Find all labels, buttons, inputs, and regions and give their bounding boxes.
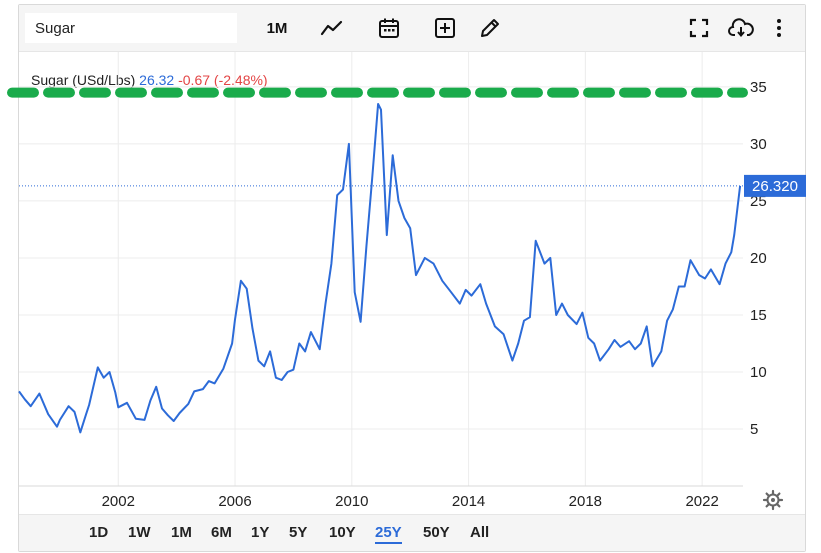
price-series-line — [18, 103, 742, 434]
x-tick-label: 2014 — [452, 493, 485, 510]
y-tick-label: 25 — [750, 193, 767, 210]
calendar-icon[interactable] — [374, 13, 404, 43]
y-tick-label: 35 — [750, 79, 767, 96]
range-button-1m[interactable]: 1M — [171, 524, 192, 541]
range-button-6m[interactable]: 6M — [211, 524, 232, 541]
last-price-tag-label: 26.320 — [752, 178, 798, 195]
settings-gear-icon[interactable] — [762, 489, 784, 511]
line-chart-icon[interactable] — [317, 13, 347, 43]
y-tick-label: 20 — [750, 250, 767, 267]
x-tick-label: 2006 — [218, 493, 251, 510]
fullscreen-icon[interactable] — [684, 13, 714, 43]
x-tick-label: 2018 — [569, 493, 602, 510]
y-tick-label: 15 — [750, 307, 767, 324]
add-indicator-icon[interactable] — [430, 13, 460, 43]
download-cloud-icon[interactable] — [726, 13, 756, 43]
range-button-1d[interactable]: 1D — [89, 524, 109, 541]
last-price-tag — [744, 174, 806, 197]
chart-toolbar: Sugar 1M — [19, 5, 805, 52]
range-button-5y[interactable]: 5Y — [289, 524, 308, 541]
range-button-1y[interactable]: 1Y — [251, 524, 270, 541]
y-tick-label: 30 — [750, 136, 767, 153]
range-selector: 1D 1W 1M 6M 1Y 5Y 10Y 25Y 50Y All — [19, 514, 805, 551]
series-legend: Sugar (USd/Lbs) 26.32 -0.67 (-2.48%) — [31, 72, 268, 88]
price-change: -0.67 (-2.48%) — [178, 72, 268, 88]
range-button-all[interactable]: All — [470, 524, 490, 541]
interval-button[interactable]: 1M — [266, 19, 288, 37]
range-button-50y[interactable]: 50Y — [423, 524, 450, 541]
last-price: 26.32 — [139, 72, 175, 88]
range-button-1w[interactable]: 1W — [128, 524, 151, 541]
range-button-25y[interactable]: 25Y — [375, 524, 402, 544]
series-name: Sugar (USd/Lbs) — [31, 72, 136, 88]
symbol-search-value: Sugar — [35, 19, 76, 37]
y-tick-label: 10 — [750, 364, 767, 381]
x-tick-label: 2002 — [102, 493, 135, 510]
range-button-10y[interactable]: 10Y — [329, 524, 356, 541]
x-tick-label: 2022 — [685, 493, 718, 510]
x-tick-label: 2010 — [335, 493, 368, 510]
y-tick-label: 5 — [750, 421, 758, 438]
draw-pencil-icon[interactable] — [475, 13, 505, 43]
more-vertical-icon[interactable] — [769, 13, 789, 43]
symbol-search-input[interactable]: Sugar — [25, 13, 237, 43]
